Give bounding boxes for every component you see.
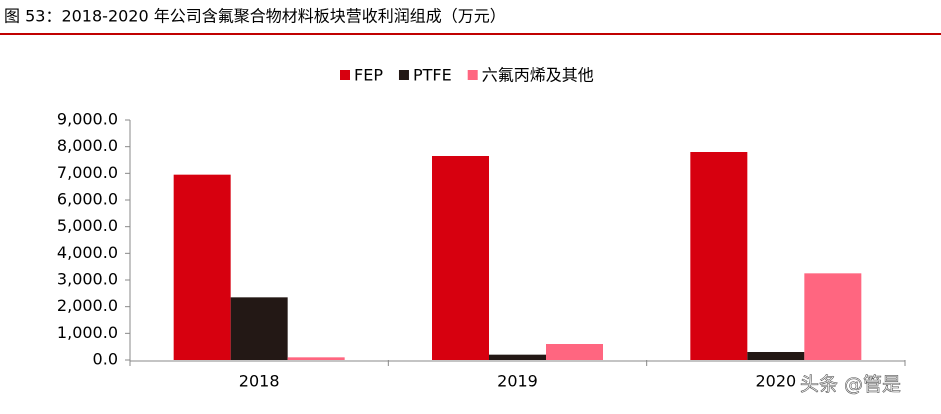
- legend-label: PTFE: [413, 66, 452, 85]
- y-tick-label: 7,000.0: [57, 163, 118, 182]
- bar: [546, 344, 603, 360]
- x-tick-label: 2019: [497, 372, 538, 391]
- y-tick-label: 6,000.0: [57, 190, 118, 209]
- legend-swatch: [340, 70, 350, 80]
- y-tick-label: 9,000.0: [57, 110, 118, 129]
- legend-swatch: [398, 70, 409, 80]
- x-tick-label: 2018: [239, 372, 280, 391]
- watermark: 头条 @管是: [800, 374, 901, 396]
- bar: [747, 352, 805, 360]
- bar: [230, 297, 288, 360]
- legend-label: FEP: [354, 66, 383, 85]
- bar: [489, 354, 546, 360]
- y-tick-label: 3,000.0: [57, 270, 118, 289]
- legend-swatch: [467, 70, 478, 80]
- bar: [690, 152, 748, 360]
- y-tick-label: 5,000.0: [57, 216, 118, 235]
- y-tick-label: 1,000.0: [57, 323, 118, 342]
- bar: [432, 156, 489, 360]
- bar: [173, 174, 231, 360]
- x-tick-label: 2020: [755, 372, 796, 391]
- y-tick-label: 2,000.0: [57, 296, 118, 315]
- chart-title: 图 53：2018-2020 年公司含氟聚合物材料板块营收利润组成（万元）: [4, 7, 506, 26]
- bar: [804, 273, 862, 360]
- y-tick-label: 8,000.0: [57, 136, 118, 155]
- y-tick-label: 0.0: [93, 350, 118, 369]
- title-rule: [0, 33, 941, 35]
- bar: [287, 357, 345, 360]
- legend-label: 六氟丙烯及其他: [482, 66, 594, 85]
- y-tick-label: 4,000.0: [57, 243, 118, 262]
